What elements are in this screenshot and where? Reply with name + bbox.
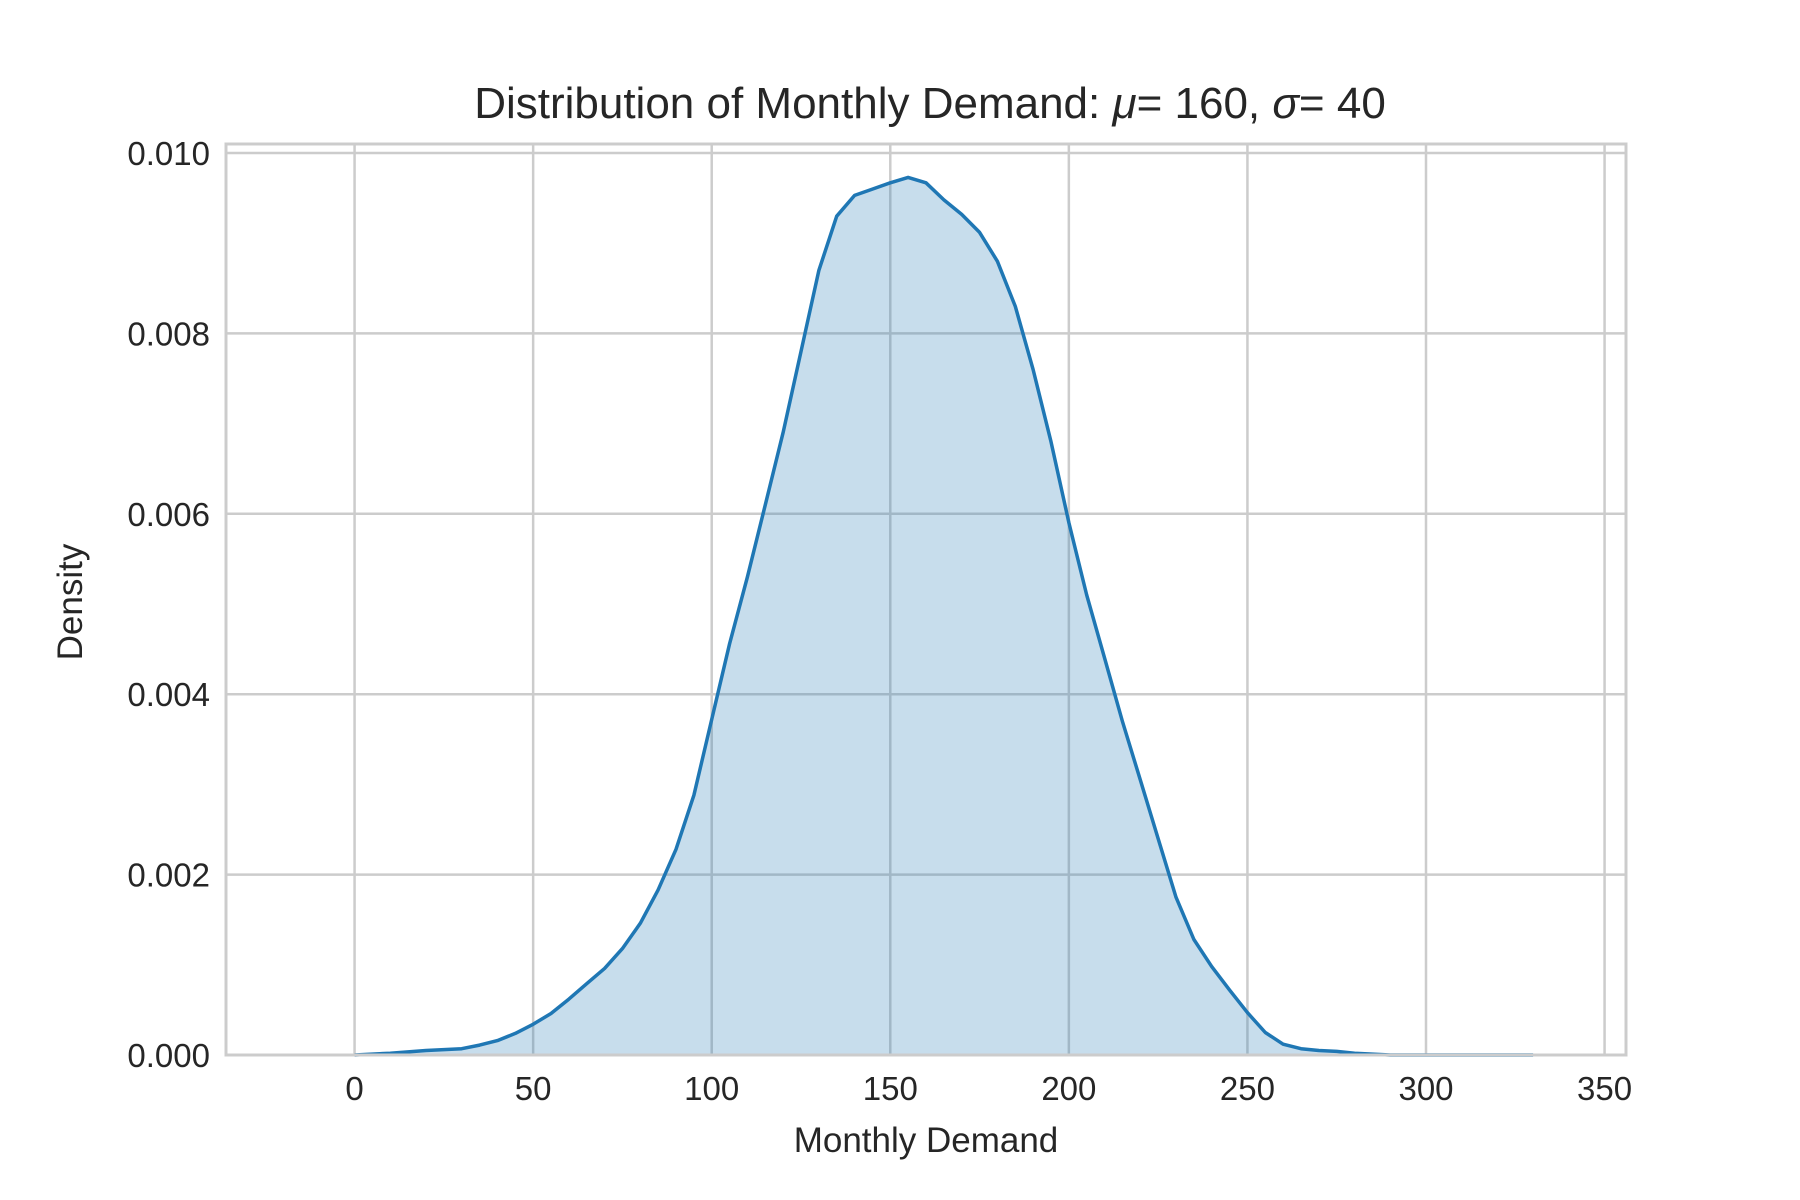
x-tick-label-250: 250 — [1220, 1070, 1275, 1107]
density-curve-group — [354, 175, 1534, 1057]
y-tick-label-0.004: 0.004 — [127, 676, 210, 713]
density-line — [354, 175, 1534, 1057]
plot-frame — [224, 142, 1628, 1057]
x-tick-label-100: 100 — [684, 1070, 739, 1107]
y-tick-label-0.010: 0.010 — [127, 135, 210, 172]
y-tick-label-0.002: 0.002 — [127, 857, 210, 894]
y-tick-labels: 0.000 0.002 0.004 0.006 0.008 0.010 — [127, 135, 210, 1074]
density-fill — [354, 177, 1534, 1055]
x-tick-label-200: 200 — [1041, 1070, 1096, 1107]
x-tick-label-0: 0 — [345, 1070, 363, 1107]
y-axis-label: Density — [51, 543, 90, 660]
x-tick-labels: 0 50 100 150 200 250 300 350 — [345, 1070, 1632, 1107]
x-tick-label-350: 350 — [1577, 1070, 1632, 1107]
grid-lines — [226, 144, 1626, 1057]
y-tick-label-0.000: 0.000 — [127, 1037, 210, 1074]
chart-title: Distribution of Monthly Demand: μ= 160, … — [474, 79, 1386, 128]
x-tick-label-50: 50 — [515, 1070, 552, 1107]
y-tick-label-0.006: 0.006 — [127, 496, 210, 533]
x-axis-label: Monthly Demand — [794, 1121, 1059, 1160]
x-tick-label-300: 300 — [1398, 1070, 1453, 1107]
x-tick-label-150: 150 — [863, 1070, 918, 1107]
y-tick-label-0.008: 0.008 — [127, 315, 210, 352]
